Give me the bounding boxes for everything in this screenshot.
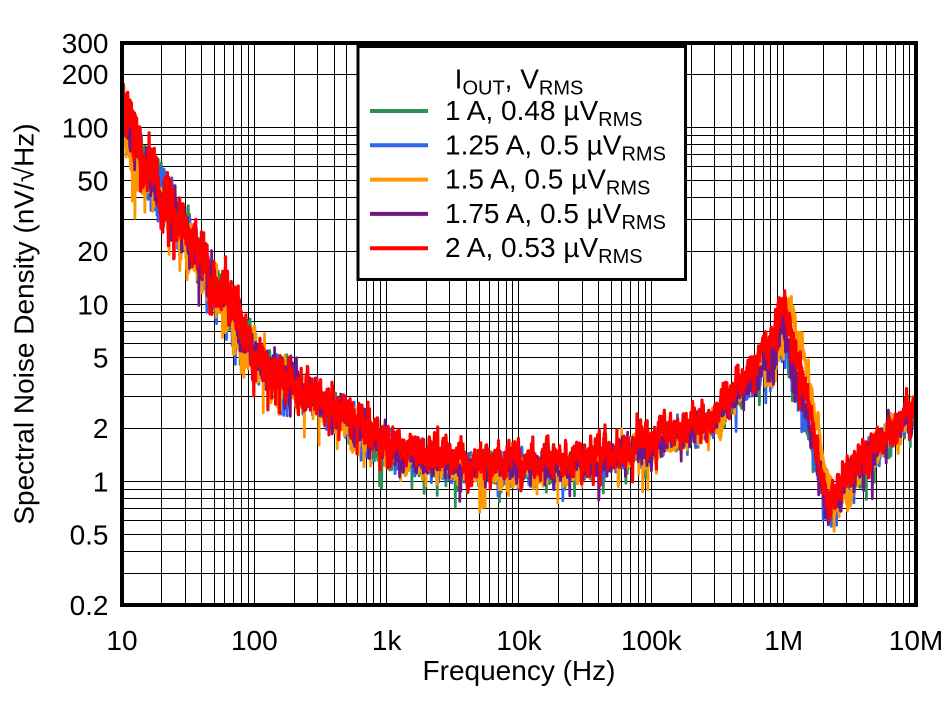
svg-text:1: 1 (93, 466, 109, 497)
svg-text:Frequency (Hz): Frequency (Hz) (423, 655, 616, 686)
svg-text:5: 5 (93, 343, 109, 374)
svg-text:10: 10 (106, 625, 137, 656)
svg-text:100: 100 (231, 625, 278, 656)
svg-text:100: 100 (62, 112, 109, 143)
svg-text:20: 20 (77, 236, 108, 267)
svg-text:1k: 1k (372, 625, 403, 656)
svg-text:1.75 A, 0.5 µVRMS: 1.75 A, 0.5 µVRMS (445, 198, 666, 234)
svg-text:Spectral Noise Density (nV/√Hz: Spectral Noise Density (nV/√Hz) (9, 123, 40, 524)
svg-text:2: 2 (93, 413, 109, 444)
svg-text:300: 300 (62, 28, 109, 59)
svg-text:0.5: 0.5 (70, 520, 109, 551)
svg-text:1.5 A, 0.5 µVRMS: 1.5 A, 0.5 µVRMS (445, 164, 650, 200)
svg-text:0.2: 0.2 (70, 590, 109, 621)
svg-text:10k: 10k (496, 625, 542, 656)
svg-text:200: 200 (62, 59, 109, 90)
svg-text:10: 10 (77, 289, 108, 320)
svg-text:1M: 1M (764, 625, 803, 656)
svg-text:100k: 100k (621, 625, 683, 656)
svg-text:10M: 10M (889, 625, 943, 656)
svg-text:1 A, 0.48 µVRMS: 1 A, 0.48 µVRMS (445, 95, 643, 131)
svg-text:50: 50 (77, 166, 108, 197)
